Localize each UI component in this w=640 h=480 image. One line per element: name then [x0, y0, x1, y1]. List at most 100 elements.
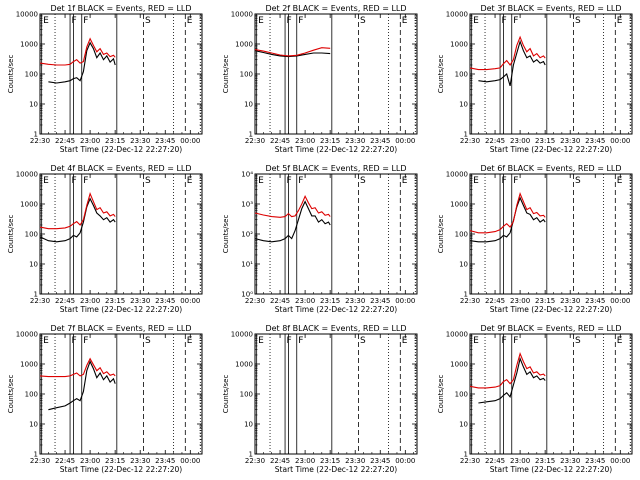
y-tick-label: 100 — [240, 71, 253, 79]
plot-frame — [254, 13, 418, 135]
y-axis-label: Counts/sec — [222, 215, 230, 254]
x-tick-label: 23:30 — [560, 297, 580, 305]
x-axis-label: Start Time (22-Dec-12 22:27:20) — [490, 305, 612, 314]
y-tick-label: 1000 — [450, 361, 468, 369]
x-tick-label: 23:15 — [535, 457, 555, 465]
marker-label: F — [287, 176, 292, 186]
y-tick-label: 10 — [244, 421, 253, 429]
y-axis-label: Counts/sec — [222, 375, 230, 414]
plot-frame — [469, 333, 633, 455]
x-tick-label: 23:15 — [535, 137, 555, 145]
y-tick-label: 10 — [459, 421, 468, 429]
x-axis-label: Start Time (22-Dec-12 22:27:20) — [490, 465, 612, 474]
x-axis-label: Start Time (22-Dec-12 22:27:20) — [275, 305, 397, 314]
panel-det-3: Det 3f BLACK = Events, RED = LLD 1 10 100 10… — [437, 4, 633, 154]
panel-det-2: Det 2f BLACK = Events, RED = LLD 1 10 100 10… — [222, 4, 418, 154]
marker-label: F — [72, 336, 77, 346]
x-axis-label: Start Time (22-Dec-12 22:27:20) — [60, 145, 182, 154]
x-tick-label: 22:30 — [460, 297, 480, 305]
y-tick-label: 100 — [240, 391, 253, 399]
y-tick-label: 1 — [464, 291, 468, 299]
x-tick-label: 23:15 — [320, 457, 340, 465]
x-tick-label: 23:15 — [535, 297, 555, 305]
series-events-line — [254, 200, 331, 243]
panel-det-5: Det 5f BLACK = Events, RED = LLD 10⁰ 10¹ 10… — [222, 164, 418, 314]
x-tick-label: 23:00 — [510, 297, 530, 305]
x-tick-label: 22:45 — [55, 457, 75, 465]
marker-label: S — [360, 336, 366, 346]
y-axis-label: Counts/sec — [7, 215, 15, 254]
y-tick-label: 10³ — [241, 201, 253, 209]
marker-label: E — [473, 336, 479, 346]
y-axis-label: Counts/sec — [222, 55, 230, 94]
marker-label: E — [258, 336, 264, 346]
series-events-line — [478, 39, 546, 87]
x-tick-label: 23:15 — [105, 137, 125, 145]
y-tick-label: 10000 — [16, 331, 38, 339]
y-tick-label: 10000 — [446, 171, 468, 179]
panel-title: Det 1f BLACK = Events, RED = LLD — [50, 4, 191, 13]
x-tick-label: 22:45 — [485, 137, 505, 145]
marker-label: S — [145, 336, 151, 346]
x-tick-label: 23:45 — [155, 457, 175, 465]
panel-det-9: Det 9f BLACK = Events, RED = LLD 1 10 100 10… — [437, 324, 633, 474]
x-axis-label: Start Time (22-Dec-12 22:27:20) — [60, 305, 182, 314]
series-lld-line — [469, 352, 546, 389]
marker-label: F — [298, 176, 303, 186]
x-tick-label: 22:45 — [270, 297, 290, 305]
y-tick-label: 100 — [455, 391, 468, 399]
x-tick-label: 23:15 — [105, 297, 125, 305]
plot-frame — [254, 173, 418, 295]
marker-label: E — [617, 176, 623, 186]
marker-label: E — [617, 16, 623, 26]
x-tick-label: 22:45 — [485, 297, 505, 305]
x-tick-label: 23:00 — [80, 297, 100, 305]
x-tick-label: 00:00 — [180, 457, 200, 465]
y-tick-label: 10000 — [231, 331, 253, 339]
y-tick-label: 1 — [464, 451, 468, 459]
marker-label: E — [43, 176, 49, 186]
y-tick-label: 10 — [29, 421, 38, 429]
x-tick-label: 23:30 — [560, 457, 580, 465]
x-tick-label: 22:30 — [460, 137, 480, 145]
x-tick-label: 23:45 — [155, 297, 175, 305]
marker-label: F — [502, 176, 507, 186]
series-events-line — [478, 356, 546, 404]
x-tick-label: 23:45 — [155, 137, 175, 145]
series-lld-line — [469, 35, 546, 71]
y-axis-label: Counts/sec — [437, 55, 445, 94]
y-tick-label: 10 — [29, 101, 38, 109]
y-tick-label: 100 — [25, 391, 38, 399]
x-axis-label: Start Time (22-Dec-12 22:27:20) — [275, 145, 397, 154]
x-tick-label: 22:30 — [245, 297, 265, 305]
series-events-line — [39, 197, 116, 243]
panel-det-8: Det 8f BLACK = Events, RED = LLD 1 10 100 10… — [222, 324, 418, 474]
marker-label: F — [287, 336, 292, 346]
x-tick-label: 23:00 — [295, 457, 315, 465]
y-tick-label: 1 — [34, 131, 38, 139]
x-tick-label: 23:00 — [80, 137, 100, 145]
y-tick-label: 100 — [25, 231, 38, 239]
marker-label: E — [43, 336, 49, 346]
marker-label: F — [72, 176, 77, 186]
y-tick-label: 1 — [249, 451, 253, 459]
y-tick-label: 1000 — [450, 201, 468, 209]
y-tick-label: 10000 — [446, 331, 468, 339]
x-tick-label: 00:00 — [180, 297, 200, 305]
panel-title: Det 8f BLACK = Events, RED = LLD — [265, 324, 406, 333]
marker-label: S — [575, 336, 581, 346]
marker-label: E — [617, 336, 623, 346]
x-tick-label: 23:30 — [345, 457, 365, 465]
y-tick-label: 100 — [455, 231, 468, 239]
marker-label: F — [502, 16, 507, 26]
y-tick-label: 100 — [25, 71, 38, 79]
series-events-line — [254, 50, 331, 58]
y-tick-label: 1 — [249, 131, 253, 139]
series-lld-line — [254, 47, 331, 57]
panel-title: Det 2f BLACK = Events, RED = LLD — [265, 4, 406, 13]
x-tick-label: 22:45 — [55, 137, 75, 145]
plot-frame — [39, 333, 203, 455]
marker-label: S — [575, 176, 581, 186]
marker-label: E — [43, 16, 49, 26]
y-tick-label: 10 — [244, 101, 253, 109]
